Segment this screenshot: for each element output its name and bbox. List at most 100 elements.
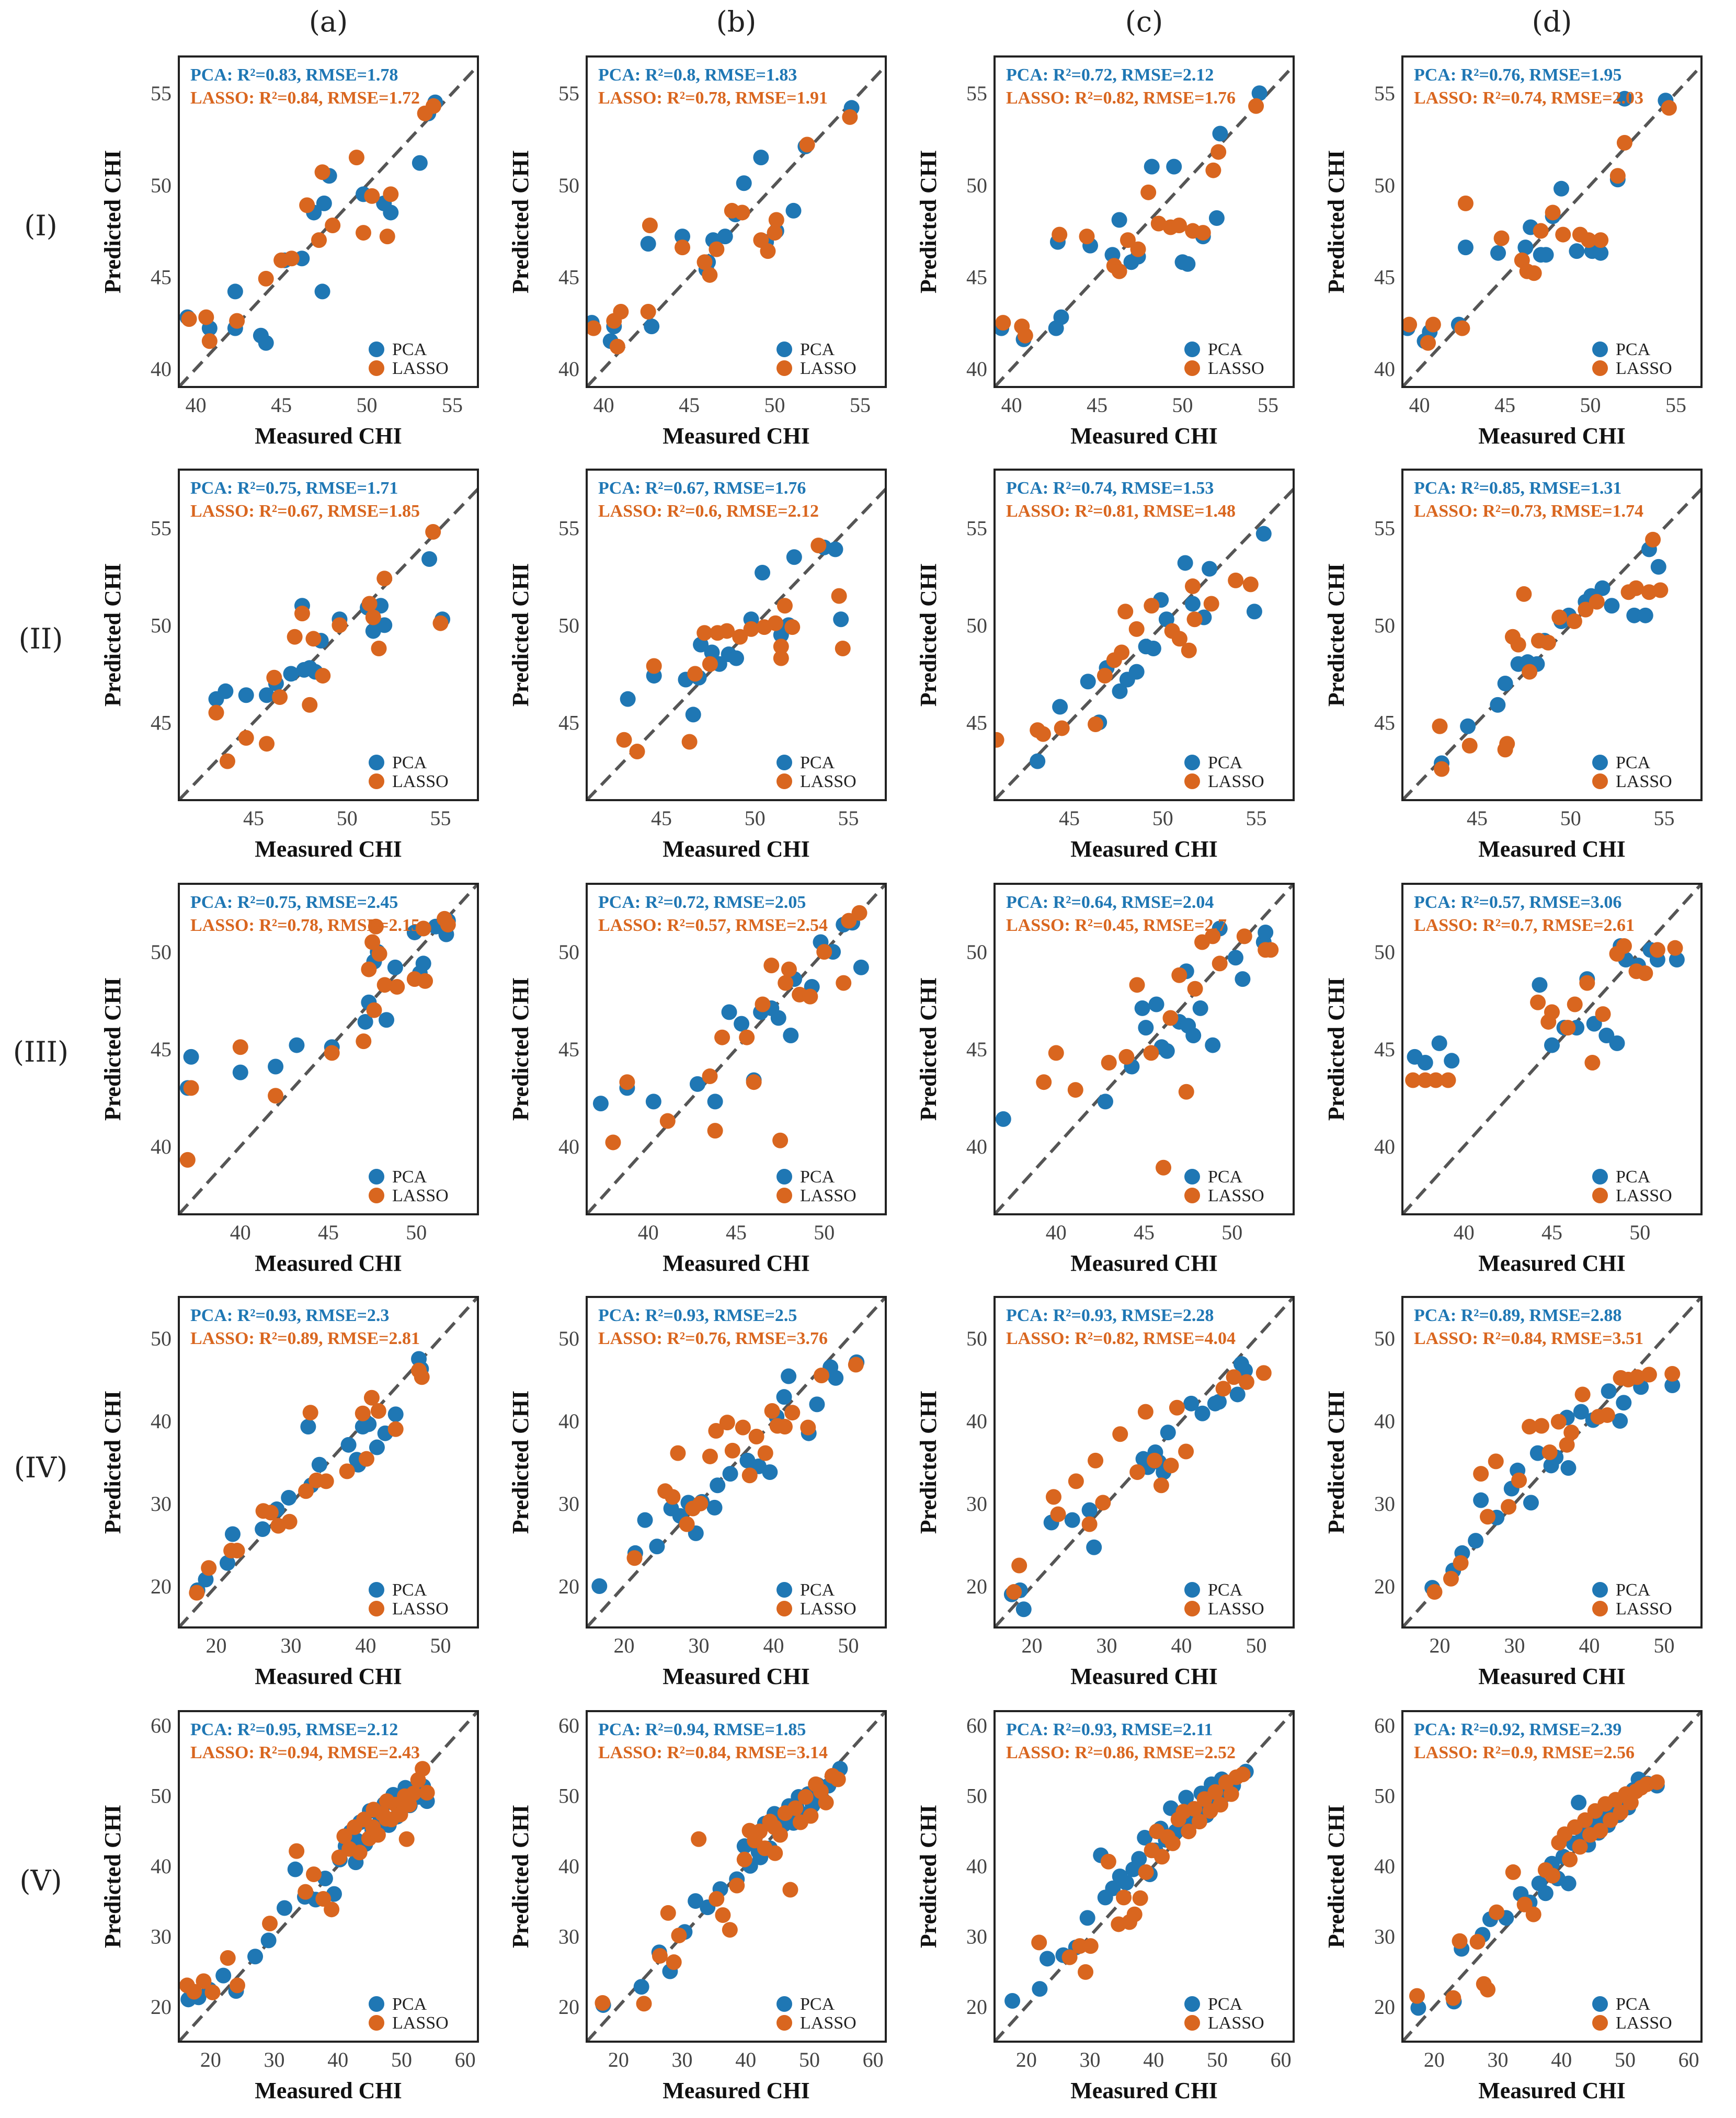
y-axis-title: Predicted CHI <box>100 1391 125 1534</box>
pca-point <box>1560 1460 1577 1476</box>
pca-point <box>1105 1880 1121 1896</box>
lasso-point <box>609 338 625 355</box>
x-tick-label: 55 <box>1246 806 1267 830</box>
lasso-point <box>259 736 275 752</box>
lasso-point <box>835 641 851 657</box>
plot-frame <box>586 55 887 388</box>
legend-pca-label: PCA <box>1208 1167 1243 1187</box>
pca-point <box>1086 1539 1102 1555</box>
x-tick-label: 40 <box>638 1221 659 1244</box>
x-tick-label: 55 <box>442 393 463 417</box>
lasso-point <box>1562 1851 1578 1868</box>
y-axis-title: Predicted CHI <box>1323 150 1349 293</box>
lasso-point <box>666 1954 682 1971</box>
pca-point <box>1134 1000 1150 1016</box>
y-tick-label: 40 <box>966 1135 987 1158</box>
lasso-point <box>1100 1853 1116 1870</box>
lasso-stats-text: LASSO: R²=0.7, RMSE=2.61 <box>1414 916 1635 935</box>
x-axis-title: Measured CHI <box>255 423 402 449</box>
lasso-stats-text: LASSO: R²=0.81, RMSE=1.48 <box>1006 502 1236 521</box>
pca-point <box>1517 240 1534 256</box>
pca-point <box>1537 1885 1554 1901</box>
lasso-point <box>365 1819 381 1835</box>
pca-point <box>1208 210 1225 226</box>
lasso-point <box>1052 226 1068 243</box>
y-axis-title: Predicted CHI <box>508 563 533 707</box>
y-tick-label: 55 <box>151 517 172 540</box>
lasso-point <box>1178 1084 1194 1100</box>
lasso-point <box>1061 1949 1078 1965</box>
lasso-point <box>1242 576 1259 593</box>
lasso-point <box>1560 1020 1576 1036</box>
lasso-point <box>339 1463 355 1479</box>
x-axis-title: Measured CHI <box>255 1664 402 1689</box>
lasso-point <box>681 734 698 750</box>
legend-lasso-marker <box>1592 2015 1608 2031</box>
legend-lasso-marker <box>369 360 384 376</box>
lasso-point <box>776 1419 793 1435</box>
pca-point <box>247 1949 264 1965</box>
y-axis-title: Predicted CHI <box>508 150 533 293</box>
pca-point <box>1490 245 1506 261</box>
lasso-point <box>229 1977 245 1994</box>
lasso-point <box>642 218 658 234</box>
pca-point <box>1571 1794 1587 1810</box>
x-axis-title: Measured CHI <box>255 2078 402 2103</box>
lasso-point <box>1140 184 1157 200</box>
x-axis-title: Measured CHI <box>1070 836 1218 862</box>
lasso-point <box>378 1810 394 1827</box>
lasso-point <box>219 753 235 769</box>
y-tick-label: 45 <box>966 1038 987 1061</box>
y-tick-label: 50 <box>151 174 172 197</box>
pca-point <box>1258 924 1274 940</box>
y-tick-label: 50 <box>558 940 579 964</box>
pca-point <box>1178 1790 1194 1806</box>
y-tick-label: 60 <box>1374 1714 1395 1737</box>
scatter-panel: 20 30 40 50 60 20 30 40 50 60 Measured CHI Predicte… <box>1323 1710 1703 2103</box>
x-tick-label: 40 <box>1001 393 1022 417</box>
lasso-point <box>715 1907 731 1923</box>
lasso-point <box>1112 1426 1128 1442</box>
lasso-point <box>306 1866 322 1882</box>
pca-point <box>1569 243 1585 259</box>
x-tick-label: 20 <box>206 1634 227 1657</box>
plot-frame <box>586 469 887 801</box>
pca-point <box>1626 607 1642 623</box>
lasso-point <box>1114 644 1130 661</box>
lasso-point <box>665 1489 681 1505</box>
points <box>1424 1365 1681 1600</box>
pca-point <box>1604 598 1620 614</box>
x-tick-label: 55 <box>1665 393 1686 417</box>
x-axis-title: Measured CHI <box>1478 423 1626 449</box>
pca-point <box>1183 1395 1200 1411</box>
identity-line <box>179 1297 478 1627</box>
lasso-point <box>1156 1159 1172 1176</box>
lasso-point <box>1499 736 1515 752</box>
legend-lasso-marker <box>776 1601 792 1616</box>
lasso-point <box>415 1761 431 1777</box>
lasso-point <box>995 732 1004 748</box>
legend-pca-label: PCA <box>392 1995 427 2014</box>
pca-point <box>1184 596 1201 612</box>
scatter-panel: 45 50 55 45 50 55 Measured CHI Predicted CHI PCA… <box>916 469 1295 862</box>
pca-point <box>1612 1413 1628 1429</box>
y-tick-label: 40 <box>151 1135 172 1158</box>
pca-point <box>1177 555 1193 571</box>
lasso-point <box>305 631 322 647</box>
lasso-point <box>671 1927 687 1943</box>
lasso-point <box>356 225 372 241</box>
x-tick-label: 20 <box>1016 2048 1037 2071</box>
pca-point <box>287 1861 303 1877</box>
pca-point <box>1212 126 1228 142</box>
pca-point <box>710 1477 726 1494</box>
x-tick-label: 50 <box>1615 2048 1636 2071</box>
y-tick-label: 50 <box>966 613 987 637</box>
pca-point <box>640 236 656 252</box>
pca-stats-text: PCA: R²=0.67, RMSE=1.76 <box>598 479 806 498</box>
